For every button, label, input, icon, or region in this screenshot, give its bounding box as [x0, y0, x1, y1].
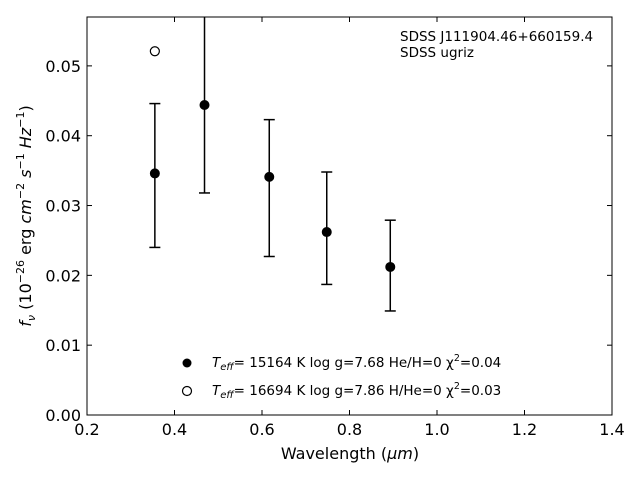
x-tick-label: 0.2 — [74, 420, 99, 439]
data-points — [149, 46, 396, 272]
y-axis-label: fν (10−26 erg cm−2 s−1 Hz−1) — [14, 105, 38, 326]
data-point-filled — [199, 99, 210, 110]
legend-marker-open — [181, 385, 193, 397]
data-point-filled — [321, 227, 332, 238]
x-tick-label: 1.0 — [424, 420, 449, 439]
data-point-filled — [149, 168, 160, 179]
data-point-open — [149, 46, 160, 57]
y-tick-label: 0.01 — [45, 336, 81, 355]
data-point-filled — [385, 261, 396, 272]
legend-entry-1: Teff= 15164 K log g=7.68 He/H=0 χ2=0.04 — [212, 353, 501, 373]
legend-entry-2: Teff= 16694 K log g=7.86 H/He=0 χ2=0.03 — [212, 381, 501, 401]
x-tick-label: 0.6 — [249, 420, 274, 439]
plot-frame — [86, 16, 613, 416]
x-axis-label: Wavelength (μm) — [281, 444, 419, 463]
y-tick-label: 0.03 — [45, 197, 81, 216]
x-tick-label: 1.2 — [512, 420, 537, 439]
legend-marker-filled — [182, 358, 192, 368]
annotation-object-name: SDSS J111904.46+660159.4 — [400, 29, 593, 45]
y-tick-label: 0.04 — [45, 127, 81, 146]
legend: Teff= 15164 K log g=7.68 He/H=0 χ2=0.04 … — [181, 353, 501, 401]
axis-ticks: 0.2 0.4 0.6 0.8 1.0 1.2 1.4 0.00 0.01 0.02 0.03 0.0… — [45, 17, 625, 439]
x-tick-label: 0.4 — [162, 420, 187, 439]
x-tick-label: 1.4 — [599, 420, 624, 439]
annotation-filters: SDSS ugriz — [400, 45, 474, 61]
y-tick-label: 0.02 — [45, 266, 81, 285]
y-tick-label: 0.05 — [45, 57, 81, 76]
y-tick-label: 0.00 — [45, 406, 81, 425]
x-tick-label: 0.8 — [337, 420, 362, 439]
data-point-filled — [264, 171, 275, 182]
